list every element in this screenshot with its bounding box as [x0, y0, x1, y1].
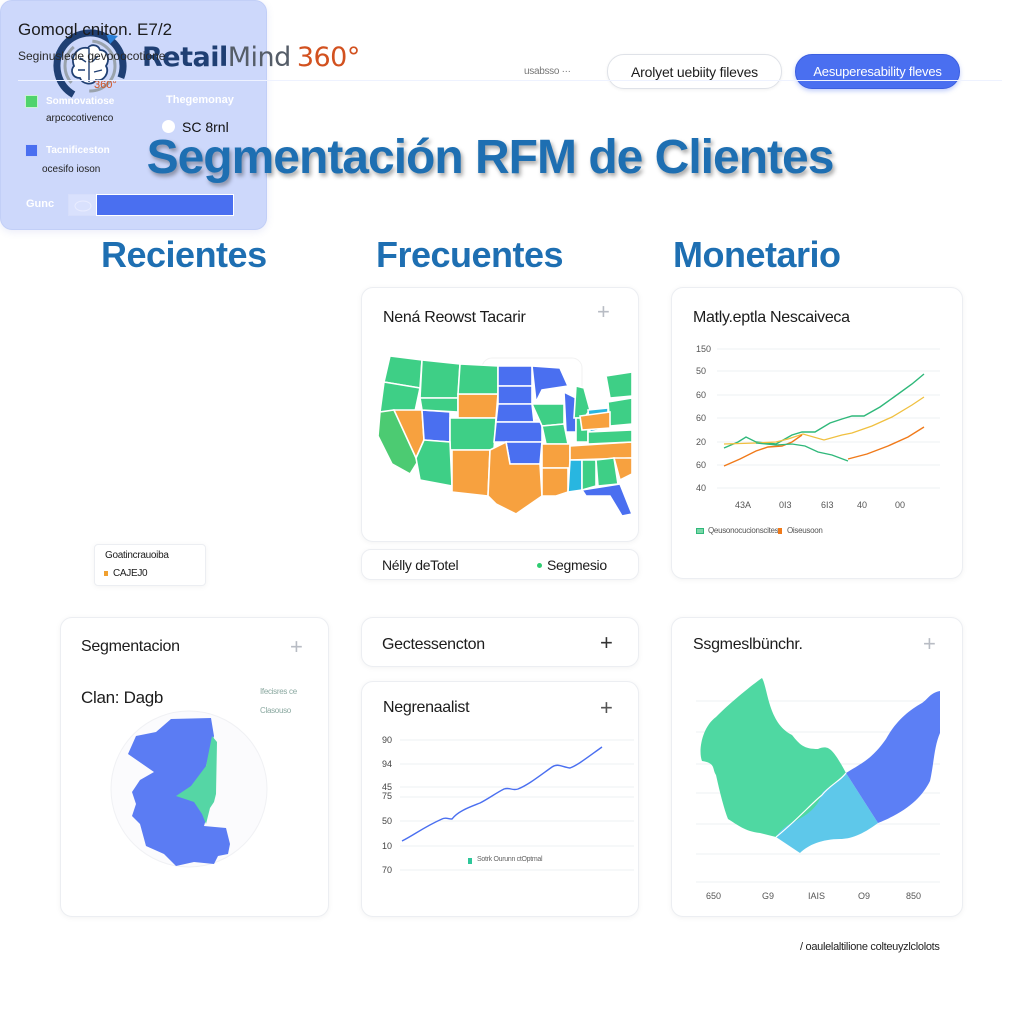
brand-part-mind: Mind — [227, 42, 292, 73]
add-icon[interactable]: + — [923, 631, 936, 656]
legend-swatch-blue — [25, 144, 38, 157]
map-footer-card: Nélly deTotel Segmesio — [361, 549, 639, 580]
legend-swatch-orange — [778, 528, 782, 534]
svg-text:60: 60 — [696, 390, 706, 400]
svg-text:40: 40 — [857, 500, 867, 510]
gect-card: Gectessencton + — [361, 617, 639, 667]
svg-text:850: 850 — [906, 891, 921, 901]
right-label: Thegemonay — [166, 94, 234, 106]
radio-value: SC 8rnl — [182, 119, 229, 135]
multi-line-chart[interactable]: 150 50 60 60 20 60 40 43A 0I3 6I3 40 00 — [672, 338, 962, 538]
segment-shape-chart[interactable] — [106, 706, 271, 871]
svg-text:90: 90 — [382, 735, 392, 745]
recientes-card-subtitle: Seginuslede gevooocotione — [18, 49, 166, 63]
side-note: Ifecisres ce — [260, 687, 297, 696]
column-title-frecuentes: Frecuentes — [376, 234, 564, 275]
gect-card-title: Gectessencton — [382, 636, 485, 653]
single-line-chart-card: Negrenaalist + 90 94 45 75 50 10 70 Sotr… — [361, 681, 639, 917]
svg-text:650: 650 — [706, 891, 721, 901]
map-card: Nená Reowst Tacarir + — [361, 287, 639, 542]
legend-swatch — [468, 858, 472, 864]
brain-360-icon: 360° — [53, 29, 127, 103]
footnote: / oaulelaltilione colteuyzlclolots — [800, 941, 940, 953]
progress-bar[interactable] — [96, 194, 234, 216]
side-note: Clasouso — [260, 706, 291, 715]
svg-text:360°: 360° — [94, 79, 117, 91]
svg-text:00: 00 — [895, 500, 905, 510]
stacked-area-chart[interactable]: 650 G9 IAIS O9 850 — [672, 663, 962, 913]
cloud-icon — [74, 200, 92, 212]
input-label: Gunc — [26, 198, 55, 210]
segmentation-pie-card: Segmentacion + Clan: Dagb Ifecisres ce C… — [60, 617, 329, 917]
add-icon[interactable]: + — [290, 634, 303, 659]
area-chart-title: Ssgmeslbünchr. — [693, 636, 803, 653]
recientes-card: Gomogl cniton. E7/2 Seginuslede gevoooco… — [0, 0, 1002, 230]
radio-button[interactable] — [162, 120, 175, 133]
legend-label: Sotrk Ourunn ctOptmal — [477, 856, 543, 863]
line-chart-title: Matly.eptla Nescaiveca — [693, 309, 850, 326]
svg-text:60: 60 — [696, 460, 706, 470]
legend-label: Tacnificeston — [46, 145, 110, 156]
legend-label: Oiseusoon — [787, 526, 823, 535]
add-icon[interactable]: + — [600, 630, 613, 655]
header-outline-button[interactable]: Arolyet uebiity fileves — [607, 54, 782, 89]
legend-sublabel: ocesifo ioson — [42, 164, 101, 175]
legend-dot — [104, 571, 108, 576]
column-title-monetario: Monetario — [673, 234, 841, 275]
svg-text:0I3: 0I3 — [779, 500, 792, 510]
legend-sublabel: arpcocotivenco — [46, 113, 114, 124]
map-footer-left: Nélly deTotel — [382, 557, 459, 573]
svg-text:20: 20 — [696, 437, 706, 447]
legend-label: Qeusonocucionscites — [708, 526, 779, 535]
page-title: Segmentación RFM de Clientes — [146, 131, 835, 184]
map-card-title: Nená Reowst Tacarir — [383, 309, 526, 326]
legend-label: Somnovatiose — [46, 96, 115, 107]
column-title-recientes: Recientes — [101, 234, 267, 275]
legend-dot — [537, 563, 542, 568]
add-icon[interactable]: + — [600, 695, 613, 720]
svg-text:6I3: 6I3 — [821, 500, 834, 510]
legend-swatch-green — [25, 95, 38, 108]
small-card-item: CAJEJ0 — [113, 568, 148, 579]
small-card-title: Goatincrauoiba — [105, 550, 169, 561]
small-legend-card: Goatincrauoiba CAJEJ0 — [94, 544, 206, 586]
segmentation-card-subtitle: Clan: Dagb — [81, 688, 164, 707]
svg-text:O9: O9 — [858, 891, 870, 901]
map-footer-right: Segmesio — [547, 557, 607, 573]
svg-text:50: 50 — [382, 816, 392, 826]
svg-text:G9: G9 — [762, 891, 774, 901]
svg-text:10: 10 — [382, 841, 392, 851]
svg-text:75: 75 — [382, 791, 392, 801]
line-chart-card: Matly.eptla Nescaiveca 150 50 60 60 20 6… — [671, 287, 963, 579]
segmentation-card-title: Segmentacion — [81, 638, 180, 655]
brand-name: RetailMind 360° — [142, 42, 360, 73]
header-primary-button[interactable]: Aesuperesability fleves — [795, 54, 960, 89]
svg-text:40: 40 — [696, 483, 706, 493]
svg-text:60: 60 — [696, 413, 706, 423]
legend-swatch-green — [696, 528, 704, 534]
single-line-chart[interactable]: 90 94 45 75 50 10 70 — [362, 727, 638, 887]
svg-text:150: 150 — [696, 344, 711, 354]
area-chart-card: Ssgmeslbünchr. + 650 G9 IAIS O9 850 — [671, 617, 963, 917]
svg-text:70: 70 — [382, 865, 392, 875]
brand-logo: 360° — [52, 26, 132, 106]
svg-text:45: 45 — [382, 782, 392, 792]
recientes-card-title: Gomogl cniton. E7/2 — [18, 20, 173, 39]
svg-text:IAIS: IAIS — [808, 891, 825, 901]
us-map-chart[interactable] — [370, 346, 632, 516]
svg-text:94: 94 — [382, 759, 392, 769]
add-icon[interactable]: + — [597, 299, 610, 324]
brand-part-retail: Retail — [142, 42, 228, 73]
single-line-chart-title: Negrenaalist — [383, 699, 470, 716]
divider — [18, 80, 1002, 81]
svg-text:43A: 43A — [735, 500, 751, 510]
brand-part-360: 360° — [296, 42, 361, 73]
header-small-link[interactable]: usabsso ··· — [524, 66, 571, 77]
svg-text:50: 50 — [696, 366, 706, 376]
